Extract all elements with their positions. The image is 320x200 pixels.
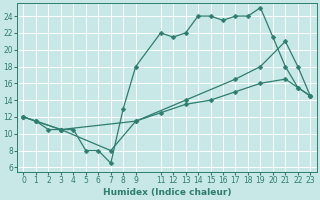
X-axis label: Humidex (Indice chaleur): Humidex (Indice chaleur)	[103, 188, 231, 197]
